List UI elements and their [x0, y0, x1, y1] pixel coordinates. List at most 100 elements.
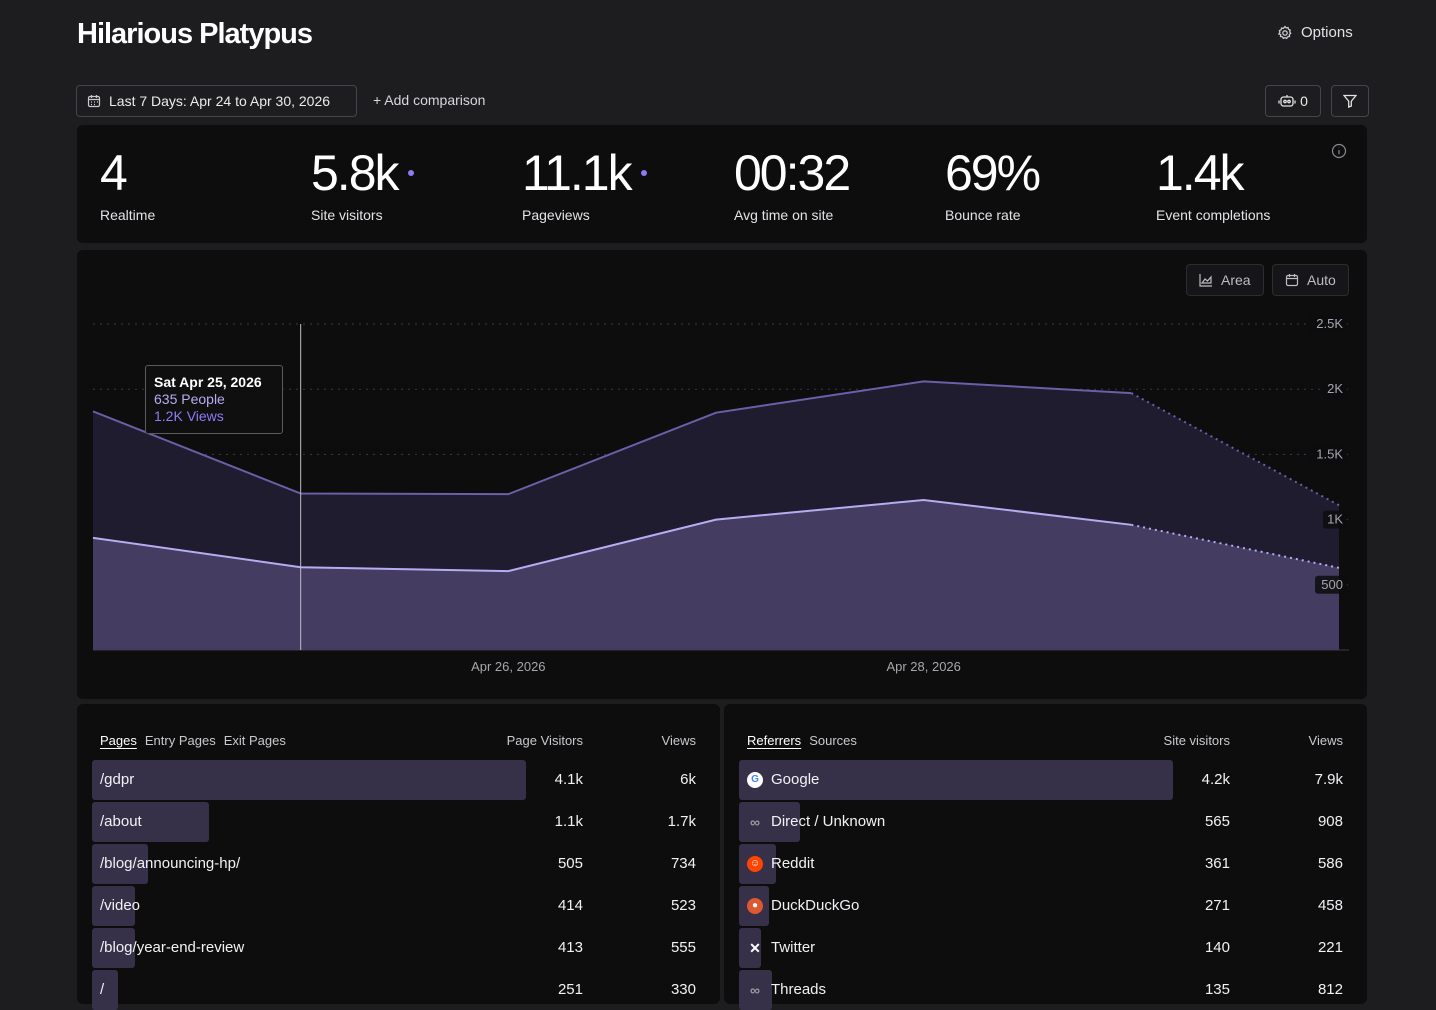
- stat-pageviews[interactable]: 11.1k Pageviews: [522, 145, 647, 223]
- y-tick-label: 2.5K: [1307, 315, 1347, 333]
- line-views: [92, 380, 1132, 496]
- y-tick-text: 1K: [1327, 512, 1343, 527]
- page-row[interactable]: / 251 330: [92, 970, 705, 1010]
- row-visitors: 251: [557, 981, 583, 998]
- stat-site-visitors[interactable]: 5.8k Site visitors: [311, 145, 414, 223]
- area-chart-icon: [1199, 274, 1212, 287]
- row-label: ● DuckDuckGo: [747, 886, 859, 926]
- filter-icon: [1343, 94, 1357, 108]
- stat-value: 4: [100, 145, 128, 201]
- duckduckgo-icon: ●: [747, 898, 763, 914]
- row-views: 330: [670, 981, 696, 998]
- y-tick-label: 500: [1315, 575, 1347, 594]
- row-label: /blog/year-end-review: [100, 928, 244, 968]
- row-share-bar: [92, 970, 118, 1010]
- tab-pages[interactable]: Pages: [100, 733, 137, 748]
- row-visitors: 361: [1204, 855, 1230, 872]
- row-label-text: Threads: [771, 981, 827, 998]
- row-visitors: 414: [557, 897, 583, 914]
- row-share-bar: [92, 886, 135, 926]
- tab-sources[interactable]: Sources: [809, 733, 857, 748]
- row-label: /video: [100, 886, 140, 926]
- row-label-text: /video: [100, 897, 141, 914]
- x-tick-label: Apr 26, 2026: [471, 659, 545, 674]
- row-label: G Google: [747, 760, 819, 800]
- row-label: /gdpr: [100, 760, 134, 800]
- reddit-icon: ☺: [747, 856, 763, 872]
- page-row[interactable]: /about 1.1k 1.7k: [92, 802, 705, 842]
- y-tick-bg: [1315, 575, 1347, 594]
- add-comparison-button[interactable]: + Add comparison: [373, 92, 486, 108]
- referrer-row[interactable]: ∞ Threads 135 812: [739, 970, 1352, 1010]
- interval-auto-button[interactable]: Auto: [1272, 264, 1349, 296]
- row-label: ☺ Reddit: [747, 844, 814, 884]
- row-visitors: 413: [557, 939, 583, 956]
- stat-value: 1.4k: [1156, 145, 1245, 201]
- options-button[interactable]: Options: [1277, 24, 1353, 41]
- filter-button[interactable]: [1331, 85, 1369, 117]
- page-row[interactable]: /gdpr 4.1k 6k: [92, 760, 705, 800]
- stat-value: 11.1k: [522, 145, 633, 201]
- referrer-row[interactable]: ∞ Direct / Unknown 565 908: [739, 802, 1352, 842]
- tab-entry-pages[interactable]: Entry Pages: [144, 733, 216, 748]
- series-dot: [640, 170, 647, 176]
- col-views[interactable]: Views: [661, 733, 696, 748]
- info-icon[interactable]: [1331, 143, 1347, 159]
- date-range-label: Last 7 Days: Apr 24 to Apr 30, 2026: [109, 93, 331, 109]
- chart-tooltip: Sat Apr 25, 2026 635 People 1.2K Views: [145, 365, 283, 434]
- page-row[interactable]: /video 414 523: [92, 886, 705, 926]
- x-icon: ✕: [749, 940, 761, 956]
- row-share-bar: [739, 760, 1173, 800]
- row-label-text: /: [100, 981, 105, 998]
- y-tick-text: 1.5K: [1316, 446, 1343, 461]
- tab-referrers[interactable]: Referrers: [747, 733, 802, 748]
- row-label-text: /gdpr: [100, 771, 135, 788]
- chart-type-area-button[interactable]: Area: [1186, 264, 1264, 296]
- stat-label: Avg time on site: [734, 207, 834, 223]
- tab-exit-pages[interactable]: Exit Pages: [223, 733, 286, 748]
- stat-bounce-rate[interactable]: 69% Bounce rate: [945, 145, 1041, 223]
- line-people: [92, 499, 1132, 573]
- date-range-button[interactable]: Last 7 Days: Apr 24 to Apr 30, 2026: [76, 85, 357, 117]
- row-share-bar: [739, 928, 761, 968]
- row-views: 221: [1317, 939, 1343, 956]
- bot-filter-button[interactable]: 0: [1265, 85, 1321, 117]
- stat-value: 69%: [945, 145, 1041, 201]
- stat-realtime[interactable]: 4 Realtime: [100, 145, 155, 223]
- tooltip-views: 1.2K Views: [154, 408, 224, 424]
- referrer-row[interactable]: ● DuckDuckGo 271 458: [739, 886, 1352, 926]
- y-tick-label: 1.5K: [1307, 445, 1347, 464]
- referrer-row[interactable]: G Google 4.2k 7.9k: [739, 760, 1352, 800]
- row-visitors: 4.1k: [554, 771, 583, 788]
- stat-event-completions[interactable]: 1.4k Event completions: [1156, 145, 1270, 223]
- auto-label: Auto: [1307, 272, 1336, 288]
- row-label-text: /about: [100, 813, 142, 830]
- page-row[interactable]: /blog/year-end-review 413 555: [92, 928, 705, 968]
- row-visitors: 505: [557, 855, 583, 872]
- row-visitors: 140: [1204, 939, 1230, 956]
- bot-count: 0: [1300, 93, 1308, 109]
- col-site-visitors[interactable]: Site visitors: [1163, 733, 1230, 748]
- row-visitors: 4.2k: [1201, 771, 1230, 788]
- area-label: Area: [1221, 272, 1251, 288]
- y-tick-label: 2K: [1323, 380, 1347, 399]
- page-row[interactable]: /blog/announcing-hp/505 734: [92, 844, 705, 884]
- referrer-row[interactable]: ☺ Reddit 361 586: [739, 844, 1352, 884]
- link-icon: ∞: [750, 982, 760, 998]
- tooltip-date: Sat Apr 25, 2026: [154, 374, 262, 390]
- row-label-text: /blog/year-end-review: [100, 939, 245, 956]
- gear-icon: [1277, 24, 1292, 39]
- referrer-row[interactable]: ✕ Twitter 140 221: [739, 928, 1352, 968]
- stat-avg-time[interactable]: 00:32 Avg time on site: [734, 145, 851, 223]
- robot-icon: [1278, 95, 1296, 107]
- calendar-icon: [87, 95, 101, 108]
- stat-label: Pageviews: [522, 207, 590, 223]
- row-share-bar: [92, 844, 148, 884]
- row-views: 908: [1317, 813, 1343, 830]
- area-chart[interactable]: 2.5K 2K 1.5K 1K 500 Apr 26, 2026 Apr 28, 2026: [77, 250, 1367, 699]
- row-views: 6k: [680, 771, 696, 788]
- row-label-text: /blog/announcing-hp/: [100, 855, 241, 872]
- col-page-visitors[interactable]: Page Visitors: [506, 733, 583, 748]
- col-views[interactable]: Views: [1308, 733, 1343, 748]
- row-visitors: 1.1k: [554, 813, 583, 830]
